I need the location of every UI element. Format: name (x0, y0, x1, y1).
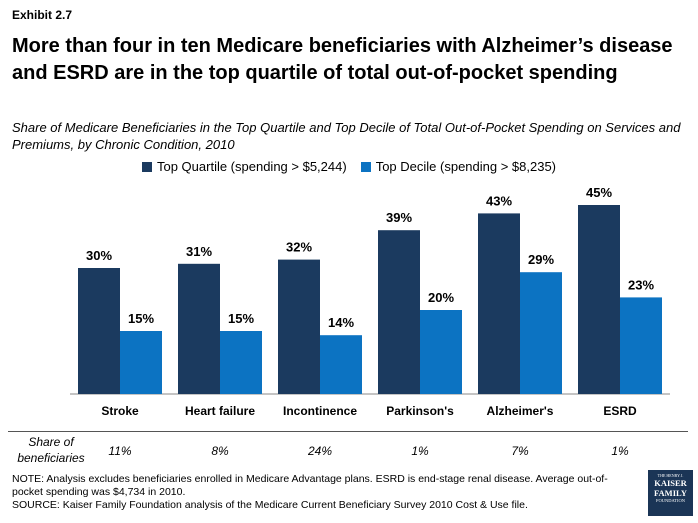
bar-top-quartile-incontinence (278, 259, 320, 394)
bar-top-quartile-heart-failure (178, 263, 220, 394)
data-label-top-quartile-alzheimer-s: 43% (486, 193, 512, 208)
category-label-incontinence: Incontinence (283, 404, 357, 418)
share-row-divider (8, 431, 688, 432)
category-label-parkinson-s: Parkinson's (386, 404, 454, 418)
legend-label-top-decile: Top Decile (spending > $8,235) (375, 159, 557, 174)
note-text: NOTE: Analysis excludes beneficiaries en… (12, 473, 608, 498)
chart-legend: Top Quartile (spending > $5,244) Top Dec… (0, 159, 698, 174)
share-value-parkinsons: 1% (411, 444, 429, 458)
bar-top-decile-heart-failure (220, 331, 262, 394)
chart-title: More than four in ten Medicare beneficia… (12, 35, 673, 84)
bar-top-decile-incontinence (320, 335, 362, 394)
legend-swatch-top-quartile (141, 161, 152, 172)
category-label-heart-failure: Heart failure (185, 404, 255, 418)
bar-top-quartile-stroke (78, 268, 120, 394)
legend-swatch-top-decile (360, 161, 371, 172)
data-label-top-decile-stroke: 15% (128, 311, 154, 326)
share-value-esrd: 1% (611, 444, 629, 458)
bar-top-decile-alzheimer-s (520, 272, 562, 394)
legend-label-top-quartile: Top Quartile (spending > $5,244) (156, 159, 347, 174)
bar-top-decile-parkinson-s (420, 310, 462, 394)
chart-subtitle: Share of Medicare Beneficiaries in the T… (12, 120, 681, 152)
bar-top-decile-stroke (120, 331, 162, 394)
logo-line-2: KAISER (654, 478, 687, 488)
category-label-esrd: ESRD (603, 404, 637, 418)
data-label-top-decile-esrd: 23% (628, 277, 654, 292)
data-label-top-quartile-parkinson-s: 39% (386, 210, 412, 225)
data-label-top-quartile-heart-failure: 31% (186, 244, 212, 259)
share-value-heart-failure: 8% (211, 444, 229, 458)
logo-line-3: FAMILY (653, 488, 688, 498)
data-label-top-decile-incontinence: 14% (328, 315, 354, 330)
legend-item-top-quartile: Top Quartile (spending > $5,244) (141, 159, 347, 174)
share-row-label: Share of beneficiaries (17, 435, 85, 465)
legend-item-top-decile: Top Decile (spending > $8,235) (360, 159, 557, 174)
data-label-top-decile-parkinson-s: 20% (428, 290, 454, 305)
bar-top-quartile-alzheimer-s (478, 213, 520, 394)
exhibit-label: Exhibit 2.7 (12, 8, 73, 22)
bar-chart: 30% 15% Stroke 31% 15% Heart failure 32% 14% Inc… (70, 185, 670, 418)
data-label-top-quartile-incontinence: 32% (286, 240, 312, 255)
bar-top-decile-esrd (620, 297, 662, 394)
share-value-incontinence: 24% (307, 444, 333, 458)
share-value-alzheimers: 7% (511, 444, 529, 458)
share-value-stroke: 11% (108, 444, 132, 458)
data-label-top-decile-heart-failure: 15% (228, 311, 254, 326)
category-label-alzheimer-s: Alzheimer's (487, 404, 554, 418)
category-label-stroke: Stroke (101, 404, 139, 418)
footnote: NOTE: Analysis excludes beneficiaries en… (12, 473, 622, 512)
data-label-top-quartile-esrd: 45% (586, 185, 612, 200)
logo-line-4: FOUNDATION (656, 498, 685, 503)
logo-line-1: THE HENRY J. (657, 473, 684, 478)
bar-top-quartile-parkinson-s (378, 230, 420, 394)
share-of-beneficiaries-row: Share of beneficiaries 11% 8% 24% 1% 7% … (0, 432, 698, 468)
bar-top-quartile-esrd (578, 205, 620, 394)
data-label-top-quartile-stroke: 30% (86, 248, 112, 263)
source-text: SOURCE: Kaiser Family Foundation analysi… (12, 499, 528, 511)
kff-logo: THE HENRY J. KAISER FAMILY FOUNDATION (648, 470, 693, 516)
data-label-top-decile-alzheimer-s: 29% (528, 252, 554, 267)
